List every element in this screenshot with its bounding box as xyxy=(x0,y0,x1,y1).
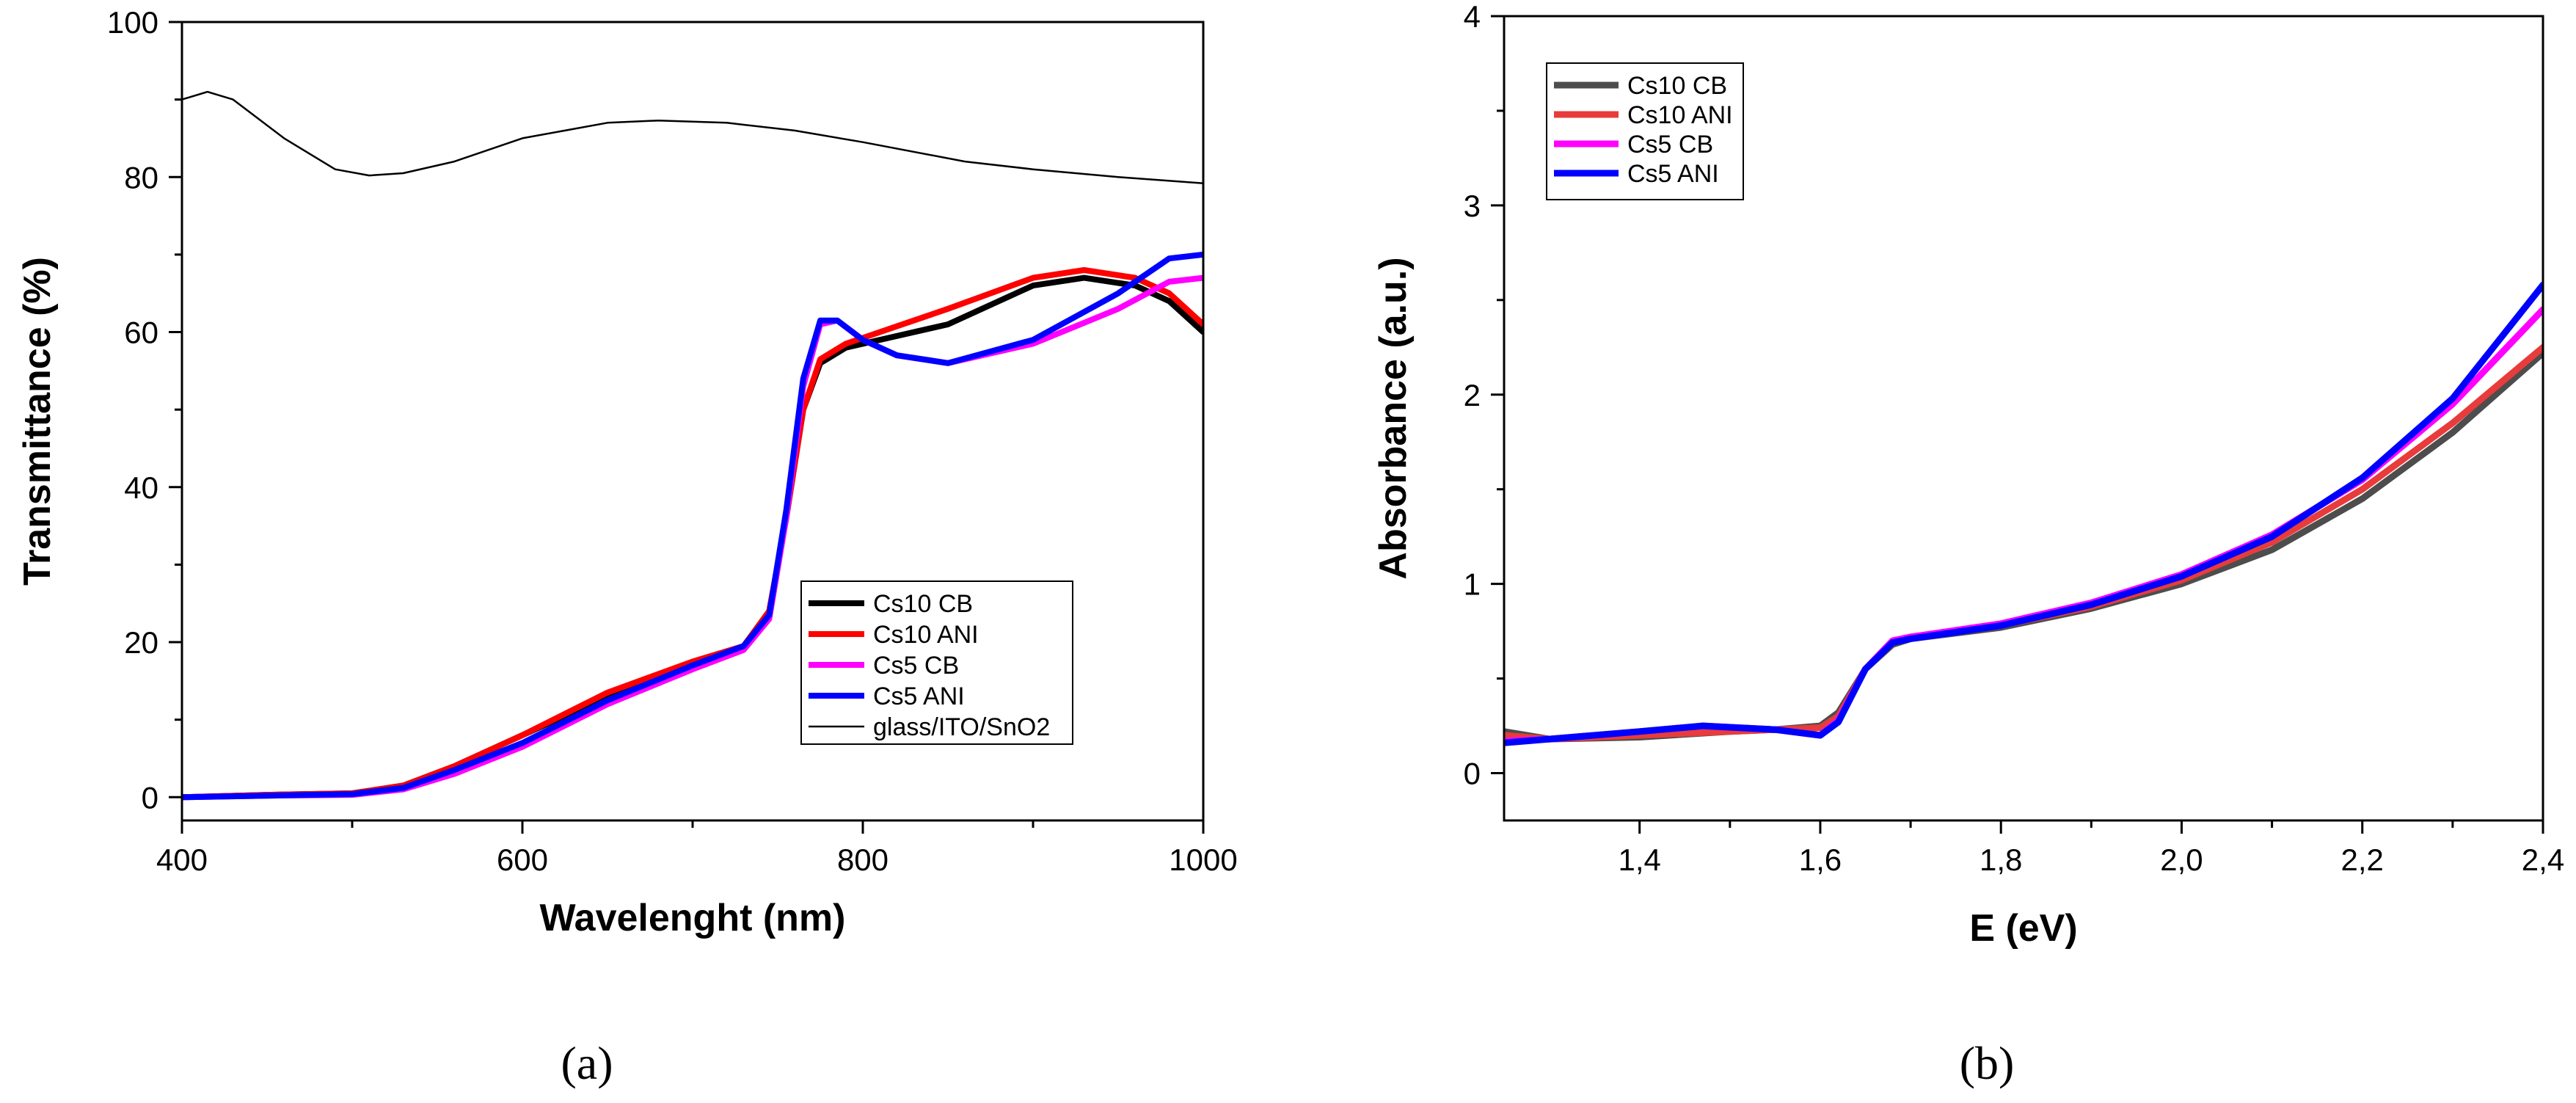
chart-panel-a: 400 600 800 1000 0 20 40 60 80 100 Wavelenght (nm)… xyxy=(16,5,1238,1089)
x-tick-label: 1,6 xyxy=(1799,842,1842,877)
plot-area xyxy=(1504,281,2543,746)
y-tick-label: 100 xyxy=(107,5,158,40)
legend-entry: Cs5 ANI xyxy=(873,682,965,710)
legend-entry: glass/ITO/SnO2 xyxy=(873,713,1050,741)
x-axis-label: Wavelenght (nm) xyxy=(540,897,846,939)
x-tick-label: 800 xyxy=(837,842,889,877)
series-line-cs10-ani xyxy=(1504,343,2543,743)
series-line-cs5-ani xyxy=(182,251,1203,801)
y-axis-label: Absorbance (a.u.) xyxy=(1372,257,1415,579)
legend-entry: Cs10 ANI xyxy=(1627,101,1733,129)
y-tick-label: 60 xyxy=(124,316,158,350)
chart-panel-b: 1,4 1,6 1,8 2,0 2,2 2,4 0 1 2 3 4 E (eV) Absorbance … xyxy=(1372,0,2564,1089)
series-line-cs5-cb xyxy=(1504,306,2543,745)
y-tick-label: 20 xyxy=(124,625,158,660)
x-tick-label: 2,4 xyxy=(2522,842,2564,877)
y-tick-label: 3 xyxy=(1464,189,1481,223)
y-axis-label: Transmittance (%) xyxy=(16,257,59,586)
x-tick-label: 400 xyxy=(156,842,208,877)
plot-frame xyxy=(1503,15,2544,822)
y-tick-label: 0 xyxy=(142,780,158,815)
series-line-cs10-cb xyxy=(1504,349,2543,743)
y-tick-label: 0 xyxy=(1464,757,1481,791)
x-tick-label: 2,0 xyxy=(2160,842,2203,877)
panel-label: (b) xyxy=(1960,1037,2015,1089)
x-tick-label: 1000 xyxy=(1169,842,1237,877)
x-tick-label: 2,2 xyxy=(2341,842,2384,877)
y-tick-label: 40 xyxy=(124,470,158,505)
y-tick-label: 2 xyxy=(1464,378,1481,412)
x-axis-label: E (eV) xyxy=(1969,907,2077,950)
legend-entry: Cs5 CB xyxy=(873,652,959,680)
x-tick-label: 1,8 xyxy=(1980,842,2022,877)
plot-area xyxy=(182,90,1203,801)
series-line-cs5-ani xyxy=(1504,281,2543,746)
series-line-glass-ito-sno2 xyxy=(182,90,1203,184)
legend-entry: Cs5 CB xyxy=(1627,131,1713,159)
y-tick-label: 80 xyxy=(124,160,158,194)
x-tick-label: 600 xyxy=(497,842,548,877)
legend-entry: Cs10 CB xyxy=(873,590,973,618)
legend-entry: Cs10 CB xyxy=(1627,72,1727,100)
panel-label: (a) xyxy=(561,1037,613,1089)
y-tick-label: 1 xyxy=(1464,567,1481,602)
legend-entry: Cs10 ANI xyxy=(873,621,979,649)
legend-entry: Cs5 ANI xyxy=(1627,160,1719,188)
x-tick-label: 1,4 xyxy=(1619,842,1661,877)
y-tick-label: 4 xyxy=(1464,0,1481,34)
